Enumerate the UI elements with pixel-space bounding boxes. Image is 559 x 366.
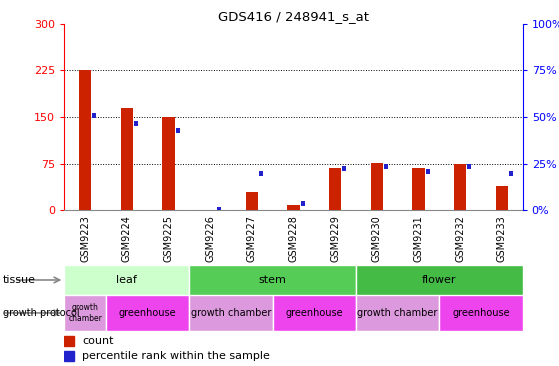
- Bar: [176, 128, 179, 133]
- Bar: [439, 295, 523, 331]
- Bar: [329, 168, 342, 210]
- Bar: [371, 163, 383, 210]
- Text: percentile rank within the sample: percentile rank within the sample: [83, 351, 271, 361]
- Bar: [356, 265, 523, 295]
- Text: GSM9228: GSM9228: [288, 215, 299, 262]
- Bar: [425, 169, 430, 174]
- Bar: [301, 201, 305, 206]
- Text: GSM9226: GSM9226: [205, 215, 215, 262]
- Text: GSM9224: GSM9224: [122, 215, 132, 262]
- Bar: [79, 70, 91, 210]
- Bar: [342, 166, 347, 171]
- Text: GSM9227: GSM9227: [247, 215, 257, 262]
- Text: growth
chamber: growth chamber: [68, 303, 102, 323]
- Bar: [496, 186, 508, 210]
- Text: GSM9225: GSM9225: [163, 215, 173, 262]
- Text: GSM9231: GSM9231: [414, 215, 424, 262]
- Bar: [287, 205, 300, 210]
- Text: tissue: tissue: [3, 275, 36, 285]
- Bar: [190, 295, 273, 331]
- Bar: [64, 265, 190, 295]
- Text: greenhouse: greenhouse: [452, 308, 510, 318]
- Bar: [64, 295, 106, 331]
- Bar: [467, 164, 471, 169]
- Bar: [134, 121, 138, 126]
- Text: greenhouse: greenhouse: [119, 308, 177, 318]
- Bar: [384, 164, 388, 169]
- Bar: [190, 265, 356, 295]
- Bar: [412, 168, 425, 210]
- Bar: [64, 351, 74, 361]
- Text: GSM9232: GSM9232: [455, 215, 465, 262]
- Text: count: count: [83, 336, 114, 346]
- Bar: [92, 113, 96, 118]
- Text: GSM9233: GSM9233: [497, 215, 507, 262]
- Bar: [162, 117, 175, 210]
- Bar: [106, 295, 190, 331]
- Bar: [273, 295, 356, 331]
- Text: GSM9223: GSM9223: [80, 215, 90, 262]
- Bar: [259, 171, 263, 176]
- Text: growth protocol: growth protocol: [3, 308, 79, 318]
- Text: greenhouse: greenhouse: [286, 308, 343, 318]
- Text: GSM9230: GSM9230: [372, 215, 382, 262]
- Text: leaf: leaf: [116, 275, 137, 285]
- Text: growth chamber: growth chamber: [357, 308, 438, 318]
- Text: growth chamber: growth chamber: [191, 308, 271, 318]
- Bar: [454, 164, 466, 210]
- Text: GSM9229: GSM9229: [330, 215, 340, 262]
- Text: stem: stem: [259, 275, 287, 285]
- Bar: [509, 171, 513, 176]
- Text: flower: flower: [422, 275, 457, 285]
- Bar: [245, 192, 258, 210]
- Bar: [121, 108, 133, 210]
- Bar: [217, 207, 221, 210]
- Bar: [356, 295, 439, 331]
- Title: GDS416 / 248941_s_at: GDS416 / 248941_s_at: [218, 10, 369, 23]
- Bar: [64, 336, 74, 346]
